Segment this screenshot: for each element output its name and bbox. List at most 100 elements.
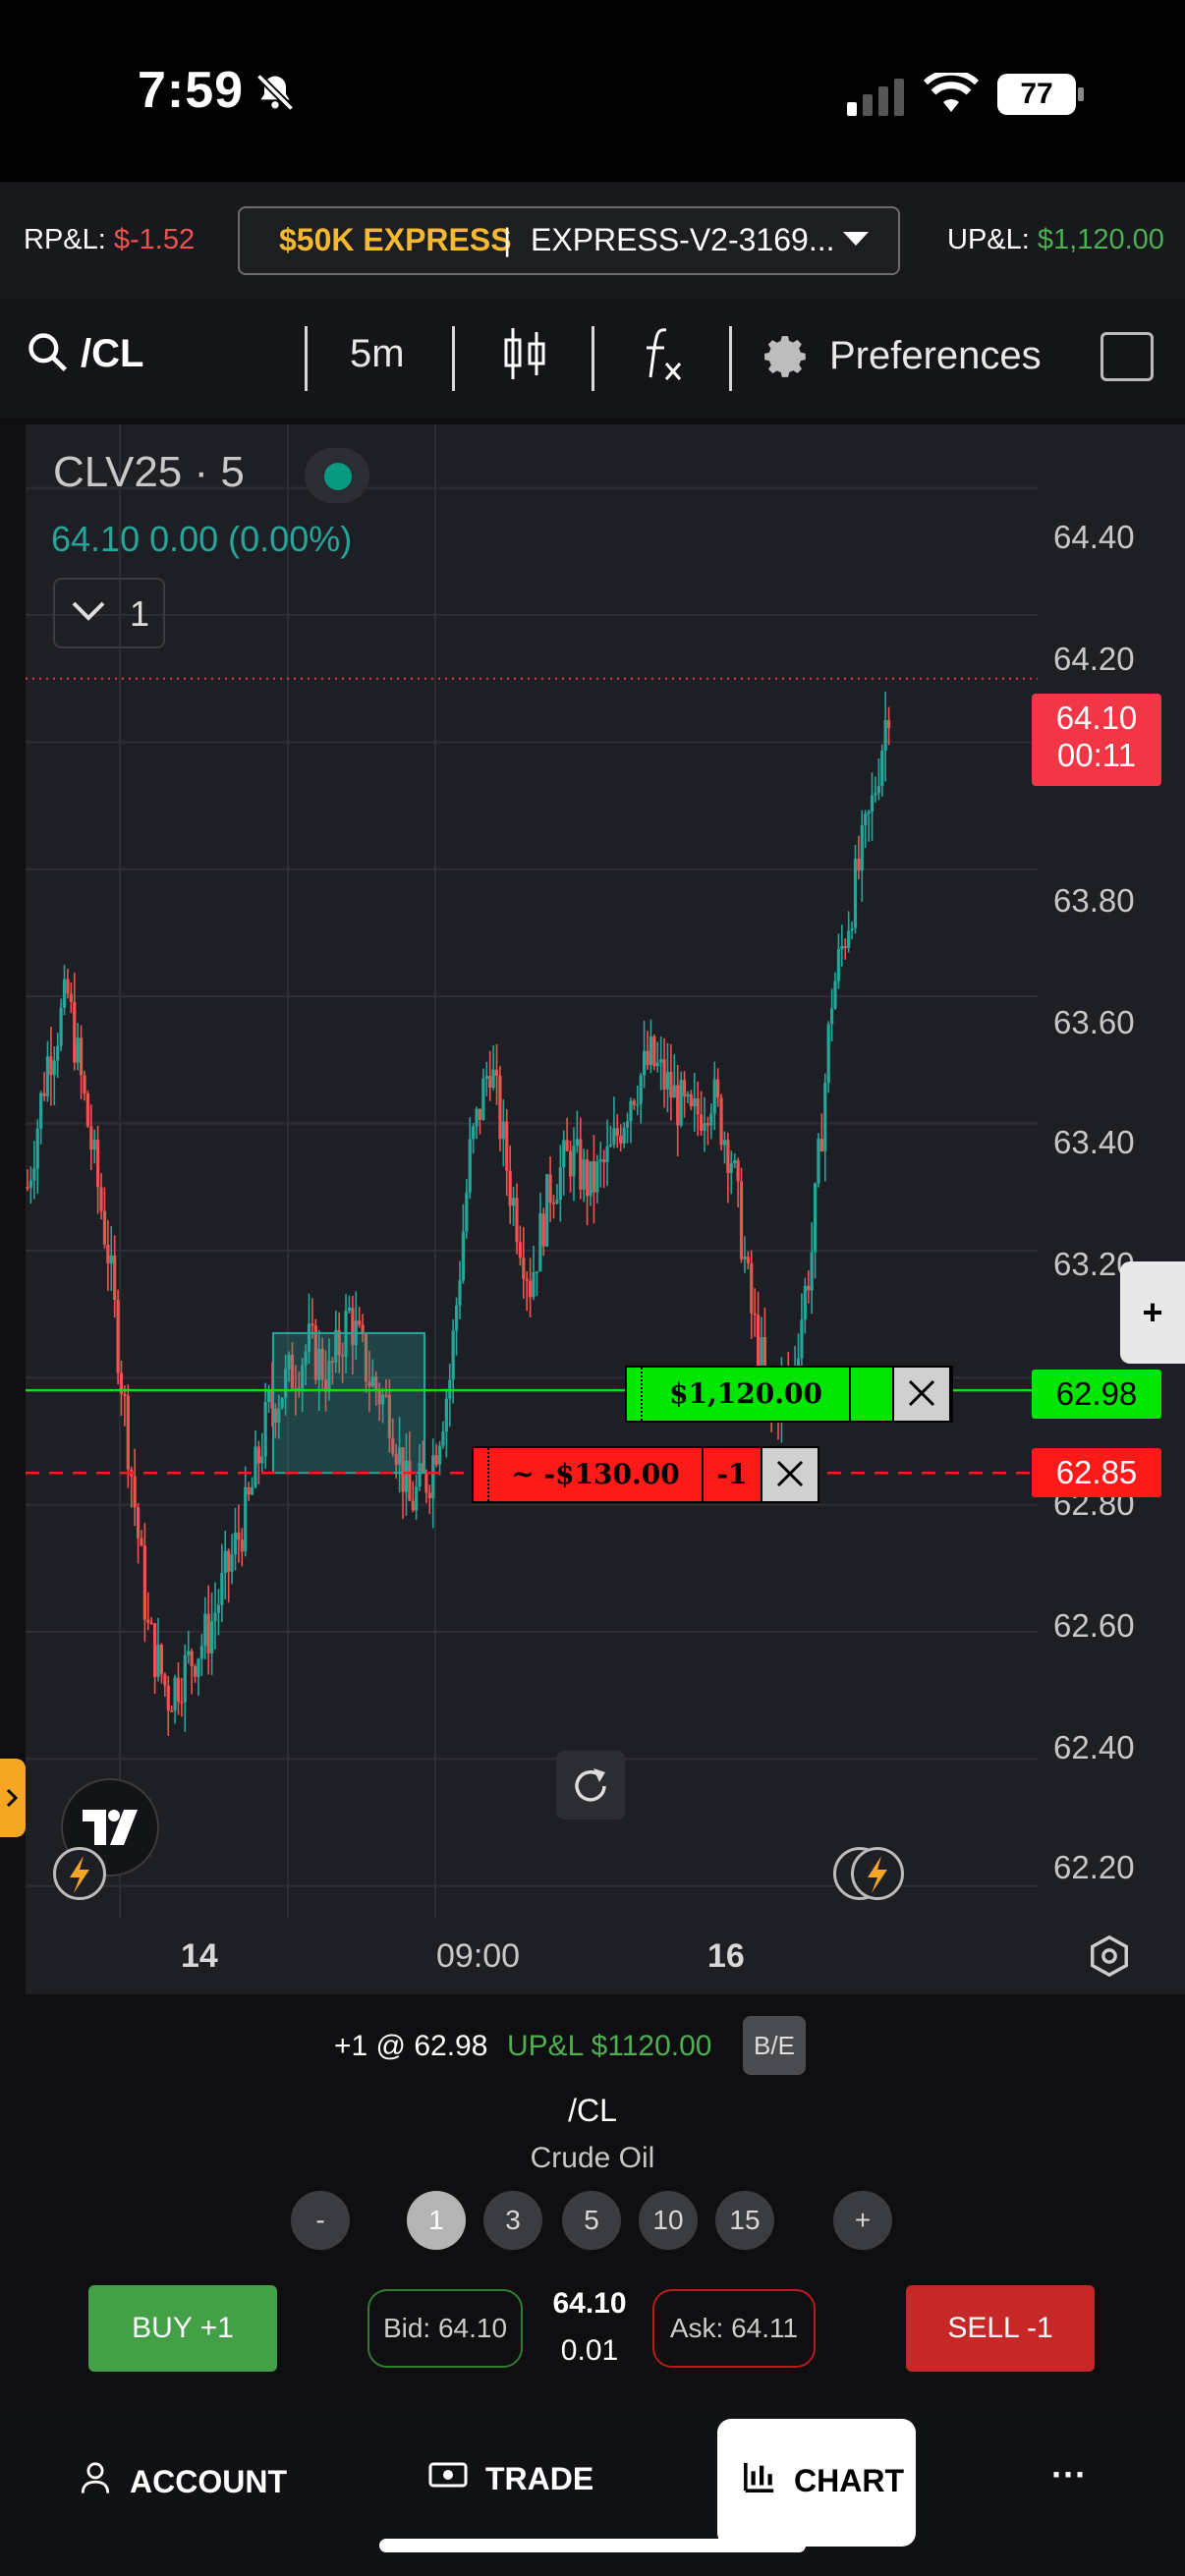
nav-more-button[interactable]: ··· bbox=[1051, 2454, 1087, 2494]
candle-body bbox=[250, 1486, 254, 1495]
candle-body bbox=[247, 1486, 251, 1495]
indicators-icon[interactable] bbox=[639, 324, 686, 390]
nav-trade[interactable]: TRADE bbox=[428, 2460, 593, 2497]
candle-body bbox=[424, 1473, 428, 1493]
quantity-increase-button[interactable]: + bbox=[833, 2191, 892, 2250]
buy-button[interactable]: BUY +1 bbox=[88, 2285, 277, 2372]
candle-body bbox=[515, 1198, 519, 1243]
candle-body bbox=[826, 1024, 830, 1084]
candle-body bbox=[511, 1198, 516, 1206]
candle-body bbox=[49, 1056, 53, 1076]
candle-body bbox=[760, 1336, 763, 1370]
indicator-count: 1 bbox=[130, 593, 150, 634]
candle-body bbox=[92, 1140, 96, 1150]
signal-icon bbox=[847, 77, 908, 121]
candle-body bbox=[819, 1138, 823, 1151]
candle-body bbox=[505, 1121, 509, 1171]
candle-body bbox=[750, 1263, 754, 1314]
candle-body bbox=[106, 1244, 110, 1264]
breakeven-button[interactable]: B/E bbox=[743, 2016, 806, 2075]
cancel-stop-button[interactable] bbox=[761, 1446, 819, 1503]
candlestick-type-icon[interactable] bbox=[501, 324, 548, 388]
candle-body bbox=[313, 1325, 317, 1380]
drag-handle[interactable] bbox=[474, 1448, 489, 1501]
candle-body bbox=[361, 1324, 365, 1335]
indicator-collapse-button[interactable]: 1 bbox=[53, 578, 165, 648]
candle-body bbox=[153, 1623, 157, 1677]
candle-body bbox=[494, 1069, 499, 1076]
drag-handle[interactable] bbox=[627, 1368, 643, 1421]
time-axis-label: 16 bbox=[707, 1937, 745, 1975]
side-drawer-handle[interactable] bbox=[0, 1759, 26, 1837]
candle-body bbox=[548, 1174, 552, 1204]
candle-body bbox=[370, 1375, 374, 1387]
candle-body bbox=[733, 1160, 737, 1164]
price-axis-label: 63.60 bbox=[1053, 1004, 1135, 1040]
add-order-button[interactable]: + bbox=[1120, 1261, 1185, 1364]
search-icon[interactable] bbox=[26, 330, 69, 378]
candle-body bbox=[170, 1710, 174, 1712]
candle-body bbox=[682, 1080, 687, 1097]
nav-account[interactable]: ACCOUNT bbox=[79, 2460, 287, 2503]
candle-body bbox=[867, 812, 871, 814]
quantity-option[interactable]: 5 bbox=[562, 2191, 621, 2250]
candle-body bbox=[622, 1127, 626, 1144]
quantity-option[interactable]: 15 bbox=[715, 2191, 774, 2250]
price-axis-label: 62.40 bbox=[1053, 1729, 1135, 1765]
quantity-option[interactable]: 1 bbox=[407, 2191, 466, 2250]
candle-body bbox=[119, 1372, 124, 1394]
candle-body bbox=[880, 751, 884, 787]
candle-body bbox=[465, 1192, 469, 1232]
stop-qty: -1 bbox=[716, 1458, 748, 1490]
candle-body bbox=[59, 1007, 63, 1046]
candle-body bbox=[518, 1242, 522, 1259]
candle-body bbox=[498, 1075, 502, 1140]
ask-price[interactable]: Ask: 64.11 bbox=[652, 2289, 816, 2368]
candle-body bbox=[847, 930, 851, 948]
gear-icon[interactable] bbox=[762, 332, 812, 386]
last-price-value: 64.10 bbox=[1055, 700, 1138, 736]
stop-order-widget[interactable]: ~ -$130.00 -1 bbox=[472, 1446, 762, 1503]
candle-body bbox=[598, 1159, 602, 1162]
candle-body bbox=[270, 1390, 274, 1409]
account-selector[interactable]: $50K EXPRESS | EXPRESS-V2-3169... bbox=[238, 206, 900, 275]
chart-settings-hex-icon[interactable] bbox=[1087, 1933, 1132, 1984]
candle-body bbox=[722, 1140, 727, 1146]
close-position-button[interactable] bbox=[892, 1366, 951, 1423]
lightning-icon[interactable] bbox=[53, 1847, 106, 1900]
sell-button[interactable]: SELL -1 bbox=[906, 2285, 1095, 2372]
interval-button[interactable]: 5m bbox=[350, 332, 405, 375]
candle-body bbox=[220, 1573, 224, 1605]
bid-price[interactable]: Bid: 64.10 bbox=[367, 2289, 523, 2368]
candle-body bbox=[347, 1308, 352, 1312]
symbol-search[interactable]: /CL bbox=[81, 332, 144, 375]
candle-body bbox=[833, 980, 837, 1009]
toolbar-divider bbox=[305, 326, 308, 391]
candle-body bbox=[582, 1159, 586, 1190]
quantity-decrease-button[interactable]: - bbox=[291, 2191, 350, 2250]
candle-body bbox=[686, 1093, 690, 1097]
candle-body bbox=[860, 825, 864, 871]
lightning-icon[interactable] bbox=[851, 1847, 904, 1900]
candle-body bbox=[330, 1361, 334, 1363]
quantity-option[interactable]: 10 bbox=[639, 2191, 698, 2250]
candle-body bbox=[69, 993, 73, 1002]
candle-body bbox=[85, 1093, 89, 1127]
account-separator: | bbox=[503, 222, 512, 257]
candle-body bbox=[719, 1097, 723, 1146]
candle-body bbox=[96, 1140, 100, 1188]
reset-chart-button[interactable] bbox=[556, 1751, 625, 1820]
bar-countdown: 00:11 bbox=[1056, 737, 1137, 773]
chart-pane[interactable] bbox=[26, 424, 1185, 1994]
preferences-button[interactable]: Preferences bbox=[829, 334, 1042, 377]
fullscreen-checkbox[interactable] bbox=[1100, 332, 1154, 381]
candle-body bbox=[32, 1168, 36, 1181]
quantity-option[interactable]: 3 bbox=[483, 2191, 542, 2250]
nav-chart[interactable]: CHART bbox=[743, 2460, 904, 2501]
candle-body bbox=[850, 927, 854, 931]
candle-body bbox=[290, 1354, 295, 1388]
candle-body bbox=[42, 1092, 46, 1096]
candle-body bbox=[223, 1550, 227, 1574]
candle-body bbox=[646, 1050, 649, 1066]
candle-body bbox=[857, 859, 861, 871]
